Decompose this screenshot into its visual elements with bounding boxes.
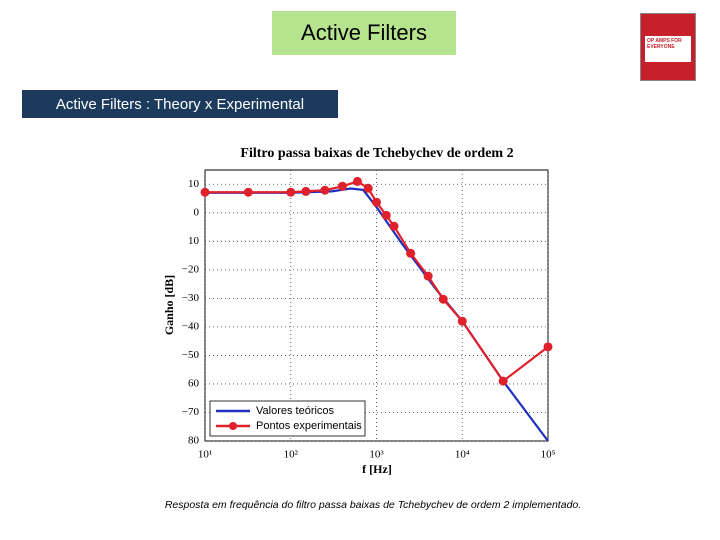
data-point <box>200 187 210 197</box>
slide-title: Active Filters <box>272 11 456 55</box>
caption: Resposta em frequência do filtro passa b… <box>165 499 581 511</box>
x-tick-label: 10² <box>284 449 299 461</box>
data-point <box>372 197 381 207</box>
legend-label: Valores teóricos <box>256 405 335 417</box>
book-cover: OP AMPS FOR EVERYONE <box>640 13 696 81</box>
data-point <box>352 176 362 186</box>
data-point <box>406 248 416 258</box>
y-tick-label: −20 <box>182 263 200 275</box>
legend-label: Pontos experimentais <box>256 420 362 432</box>
legend-box <box>209 400 366 437</box>
data-point <box>457 316 467 326</box>
y-tick-label: −50 <box>182 349 200 361</box>
data-point <box>389 221 399 231</box>
y-tick-label: 10 <box>188 235 200 247</box>
data-point <box>243 187 253 197</box>
y-tick-label: −30 <box>182 292 200 304</box>
data-point <box>381 210 391 220</box>
book-title: OP AMPS FOR EVERYONE <box>645 36 691 62</box>
data-point <box>363 183 373 193</box>
data-point <box>286 187 296 197</box>
data-point <box>423 271 433 281</box>
x-tick-label: 10⁵ <box>541 449 556 461</box>
data-point <box>337 181 347 191</box>
data-point <box>498 376 508 386</box>
legend-marker <box>229 422 237 430</box>
data-point <box>301 186 311 196</box>
data-point <box>320 185 330 195</box>
y-tick-label: 80 <box>188 435 200 447</box>
x-axis-label: f [Hz] <box>362 462 392 476</box>
chart-title: Filtro passa baixas de Tchebychev de ord… <box>240 146 513 161</box>
x-tick-label: 10⁴ <box>455 449 470 461</box>
data-point <box>543 342 553 352</box>
y-tick-label: 10 <box>188 178 200 190</box>
slide-subtitle: Active Filters : Theory x Experimental <box>22 90 338 118</box>
x-tick-label: 10¹ <box>198 449 212 461</box>
y-tick-label: 0 <box>194 206 200 218</box>
y-tick-label: −40 <box>182 320 200 332</box>
data-point <box>438 294 448 304</box>
y-tick-label: 60 <box>188 377 200 389</box>
y-tick-label: −70 <box>182 406 200 418</box>
y-axis-label: Ganho [dB] <box>162 275 176 335</box>
plot-area <box>204 169 549 442</box>
x-tick-label: 10³ <box>369 449 384 461</box>
